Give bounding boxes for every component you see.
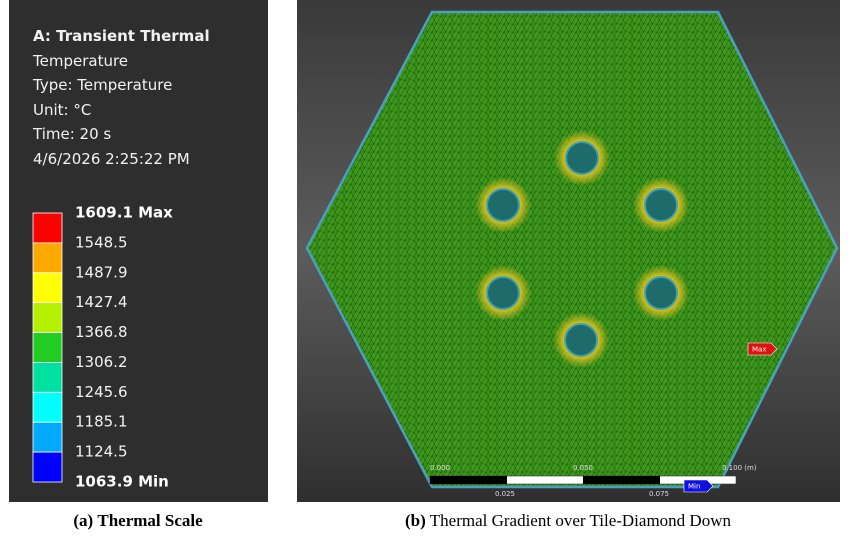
caption-a: (a) Thermal Scale (73, 511, 202, 531)
scale-band (33, 452, 62, 482)
scale-bar-segment (430, 476, 507, 484)
scale-label: 0.050 (573, 464, 593, 472)
scale-bar-segment (583, 476, 660, 484)
caption-label: (a) (73, 511, 93, 530)
scale-label: 1487.9 (75, 263, 128, 281)
scale-label: 0.000 (430, 464, 450, 472)
scale-label: 1306.2 (75, 353, 128, 371)
scale-band (33, 392, 62, 422)
min-marker: Min (684, 480, 713, 492)
scale-label: 1427.4 (75, 293, 128, 311)
caption-b: (b) Thermal Gradient over Tile-Diamond D… (405, 511, 731, 531)
scale-band (33, 362, 62, 392)
hole (565, 324, 597, 356)
scale-label: 1366.8 (75, 323, 128, 341)
hole (645, 189, 677, 221)
hole (566, 142, 598, 174)
hole (487, 189, 519, 221)
hole (645, 277, 677, 309)
scale-band (33, 243, 62, 273)
scale-band (33, 213, 62, 243)
scale-min-label: 1063.9 Min (75, 473, 169, 491)
max-marker: Max (748, 343, 777, 355)
scale-band (33, 422, 62, 452)
page: {"panel_a": { "header": {"title": "A: Tr… (0, 0, 849, 543)
scale-band (33, 333, 62, 363)
caption-text: Thermal Scale (97, 511, 202, 530)
min-label: Min (688, 483, 700, 491)
hole (487, 277, 519, 309)
scale-label: 1548.5 (75, 233, 128, 251)
scale-band (33, 273, 62, 303)
scale-label: 1185.1 (75, 413, 128, 431)
scale-label: 0.100 (m) (722, 464, 757, 472)
mesh-view: 0.000 0.050 0.100 (m) 0.025 0.075 Max Mi… (297, 0, 840, 502)
scale-label: 0.025 (495, 490, 515, 498)
caption-text: Thermal Gradient over Tile-Diamond Down (430, 511, 731, 530)
caption-label: (b) (405, 511, 426, 530)
scale-max-label: 1609.1 Max (75, 204, 173, 222)
scale-label: 0.075 (649, 490, 669, 498)
scale-label: 1124.5 (75, 443, 128, 461)
scale-label: 1245.6 (75, 383, 128, 401)
max-label: Max (752, 346, 766, 354)
color-scale: 1609.1 Max 1548.5 1487.9 1427.4 1366.8 1306.2… (9, 0, 268, 502)
scale-band (33, 303, 62, 333)
